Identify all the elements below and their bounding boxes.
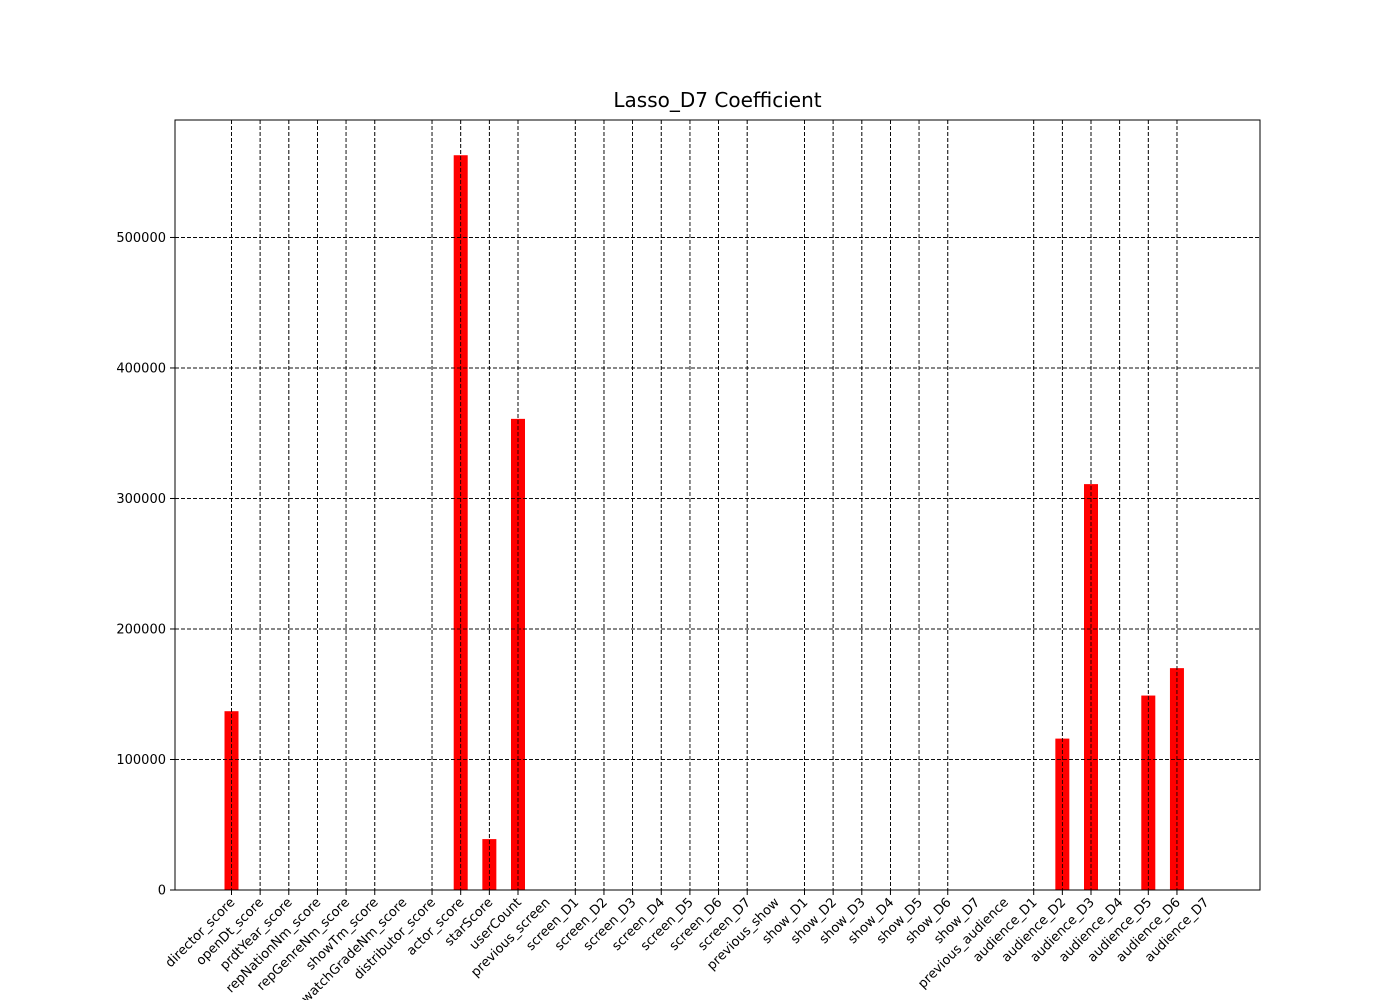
y-tick-label: 200000 <box>116 622 166 637</box>
bars <box>224 155 1184 890</box>
y-tick-label: 400000 <box>116 361 166 376</box>
grid-overlay <box>175 120 1260 890</box>
bar-audience_D6 <box>1169 668 1184 890</box>
y-tick-label: 300000 <box>116 492 166 507</box>
y-tick-label: 500000 <box>116 231 166 246</box>
bar-audience_D2 <box>1055 738 1070 890</box>
plot-area <box>174 119 1261 891</box>
y-tick-label: 0 <box>158 884 166 899</box>
x-axis: director_scoreopenDt_scoreprdtYear_score… <box>163 890 1212 1000</box>
y-tick-label: 100000 <box>116 753 166 768</box>
y-axis: 0 100000 200000 300000 400000 500000 <box>116 231 175 899</box>
chart-title: Lasso_D7 Coefficient <box>613 88 821 112</box>
